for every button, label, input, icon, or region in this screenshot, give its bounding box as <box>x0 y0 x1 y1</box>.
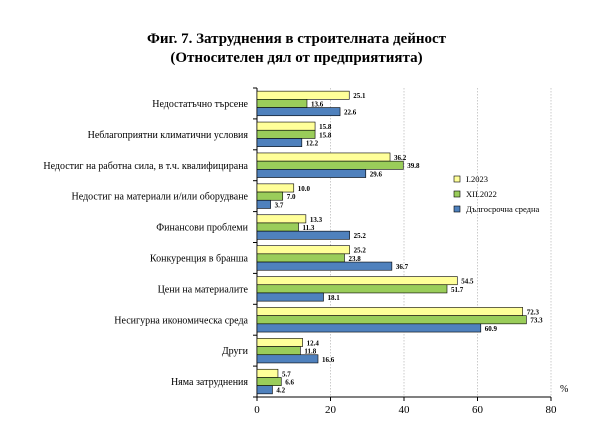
legend-swatch <box>453 205 461 213</box>
data-label: 39.8 <box>407 162 420 170</box>
legend-label: I.2023 <box>466 174 488 184</box>
x-tick-label: 60 <box>472 404 484 416</box>
bar <box>256 245 350 255</box>
category-label: Недостиг на работна сила, в т.ч. квалифи… <box>43 161 248 172</box>
data-label: 51.7 <box>451 286 464 294</box>
legend-swatch <box>453 175 461 183</box>
bar <box>256 121 316 131</box>
data-label: 5.7 <box>282 370 291 378</box>
legend-swatch <box>453 190 461 198</box>
bar <box>256 90 350 100</box>
category-label: Неблагоприятни климатични условия <box>88 130 249 141</box>
bar <box>256 169 367 178</box>
chart-title-line-1: Фиг. 7. Затруднения в строителната дейно… <box>146 31 447 47</box>
data-label: 3.7 <box>275 201 284 209</box>
data-label: 12.2 <box>306 139 319 147</box>
data-label: 4.2 <box>276 387 285 395</box>
bar <box>256 199 271 209</box>
bar <box>256 284 448 294</box>
bar <box>256 368 279 378</box>
chart-title: Фиг. 7. Затруднения в строителната дейно… <box>0 30 593 68</box>
bar <box>256 377 282 386</box>
data-label: 25.2 <box>354 232 367 240</box>
bar <box>256 323 482 333</box>
category-label: Несигурна икономическа среда <box>114 315 248 326</box>
data-label: 22.6 <box>344 109 357 117</box>
category-label: Конкуренция в бранша <box>150 253 249 264</box>
bar <box>256 354 319 364</box>
category-label: Цени на материалите <box>158 284 249 295</box>
data-label: 7.0 <box>287 193 296 201</box>
data-label: 29.6 <box>370 170 383 178</box>
category-label: Финансови проблеми <box>156 223 248 234</box>
data-label: 11.8 <box>304 348 316 356</box>
bar <box>256 338 303 347</box>
data-label: 18.1 <box>328 294 341 302</box>
bar <box>256 261 393 271</box>
data-label: 72.3 <box>527 308 540 316</box>
data-label: 15.8 <box>319 123 332 131</box>
bar <box>256 129 316 139</box>
category-label: Недостатъчно търсене <box>152 99 248 110</box>
category-label: Няма затруднения <box>171 377 248 388</box>
x-tick-label: 80 <box>546 404 558 416</box>
data-label: 15.8 <box>319 131 332 139</box>
data-label: 6.6 <box>285 378 294 386</box>
bar <box>256 346 301 356</box>
data-label: 23.8 <box>348 255 361 263</box>
data-label: 11.3 <box>303 224 315 232</box>
bar <box>256 292 324 302</box>
bar <box>256 222 299 232</box>
data-label: 36.7 <box>396 263 409 271</box>
chart-title-line-2: (Относителен дял от предприятията) <box>170 50 423 66</box>
bar <box>256 107 341 117</box>
bar <box>256 307 524 316</box>
bar <box>256 385 273 395</box>
bar <box>256 253 345 263</box>
data-label: 12.4 <box>307 339 320 347</box>
data-label: 10.0 <box>298 185 311 193</box>
bar <box>256 214 307 224</box>
data-label: 25.1 <box>353 92 366 100</box>
data-label: 13.3 <box>310 216 323 224</box>
data-label: 13.6 <box>311 100 324 108</box>
x-tick-label: 40 <box>399 404 411 416</box>
bar <box>256 138 303 147</box>
data-label: 16.6 <box>322 356 335 364</box>
bar <box>256 191 284 201</box>
x-tick-label: 20 <box>325 404 337 416</box>
legend-label: XII.2022 <box>466 189 497 199</box>
legend-label: Дългосрочна средна <box>466 204 540 214</box>
data-label: 25.2 <box>354 247 367 255</box>
x-tick-label: 0 <box>254 404 260 416</box>
bar <box>256 152 391 162</box>
data-label: 60.9 <box>485 325 498 333</box>
category-label: Други <box>222 346 249 357</box>
bar <box>256 183 295 193</box>
data-label: 54.5 <box>461 278 474 286</box>
category-label: Недостиг на материали и/или оборудване <box>72 192 249 203</box>
bar <box>256 230 350 240</box>
bar <box>256 99 308 108</box>
bar <box>256 315 527 325</box>
data-label: 73.3 <box>530 317 543 325</box>
bar <box>256 160 404 170</box>
unit-label: % <box>560 384 568 395</box>
data-label: 36.2 <box>394 154 407 162</box>
bar <box>256 276 458 286</box>
